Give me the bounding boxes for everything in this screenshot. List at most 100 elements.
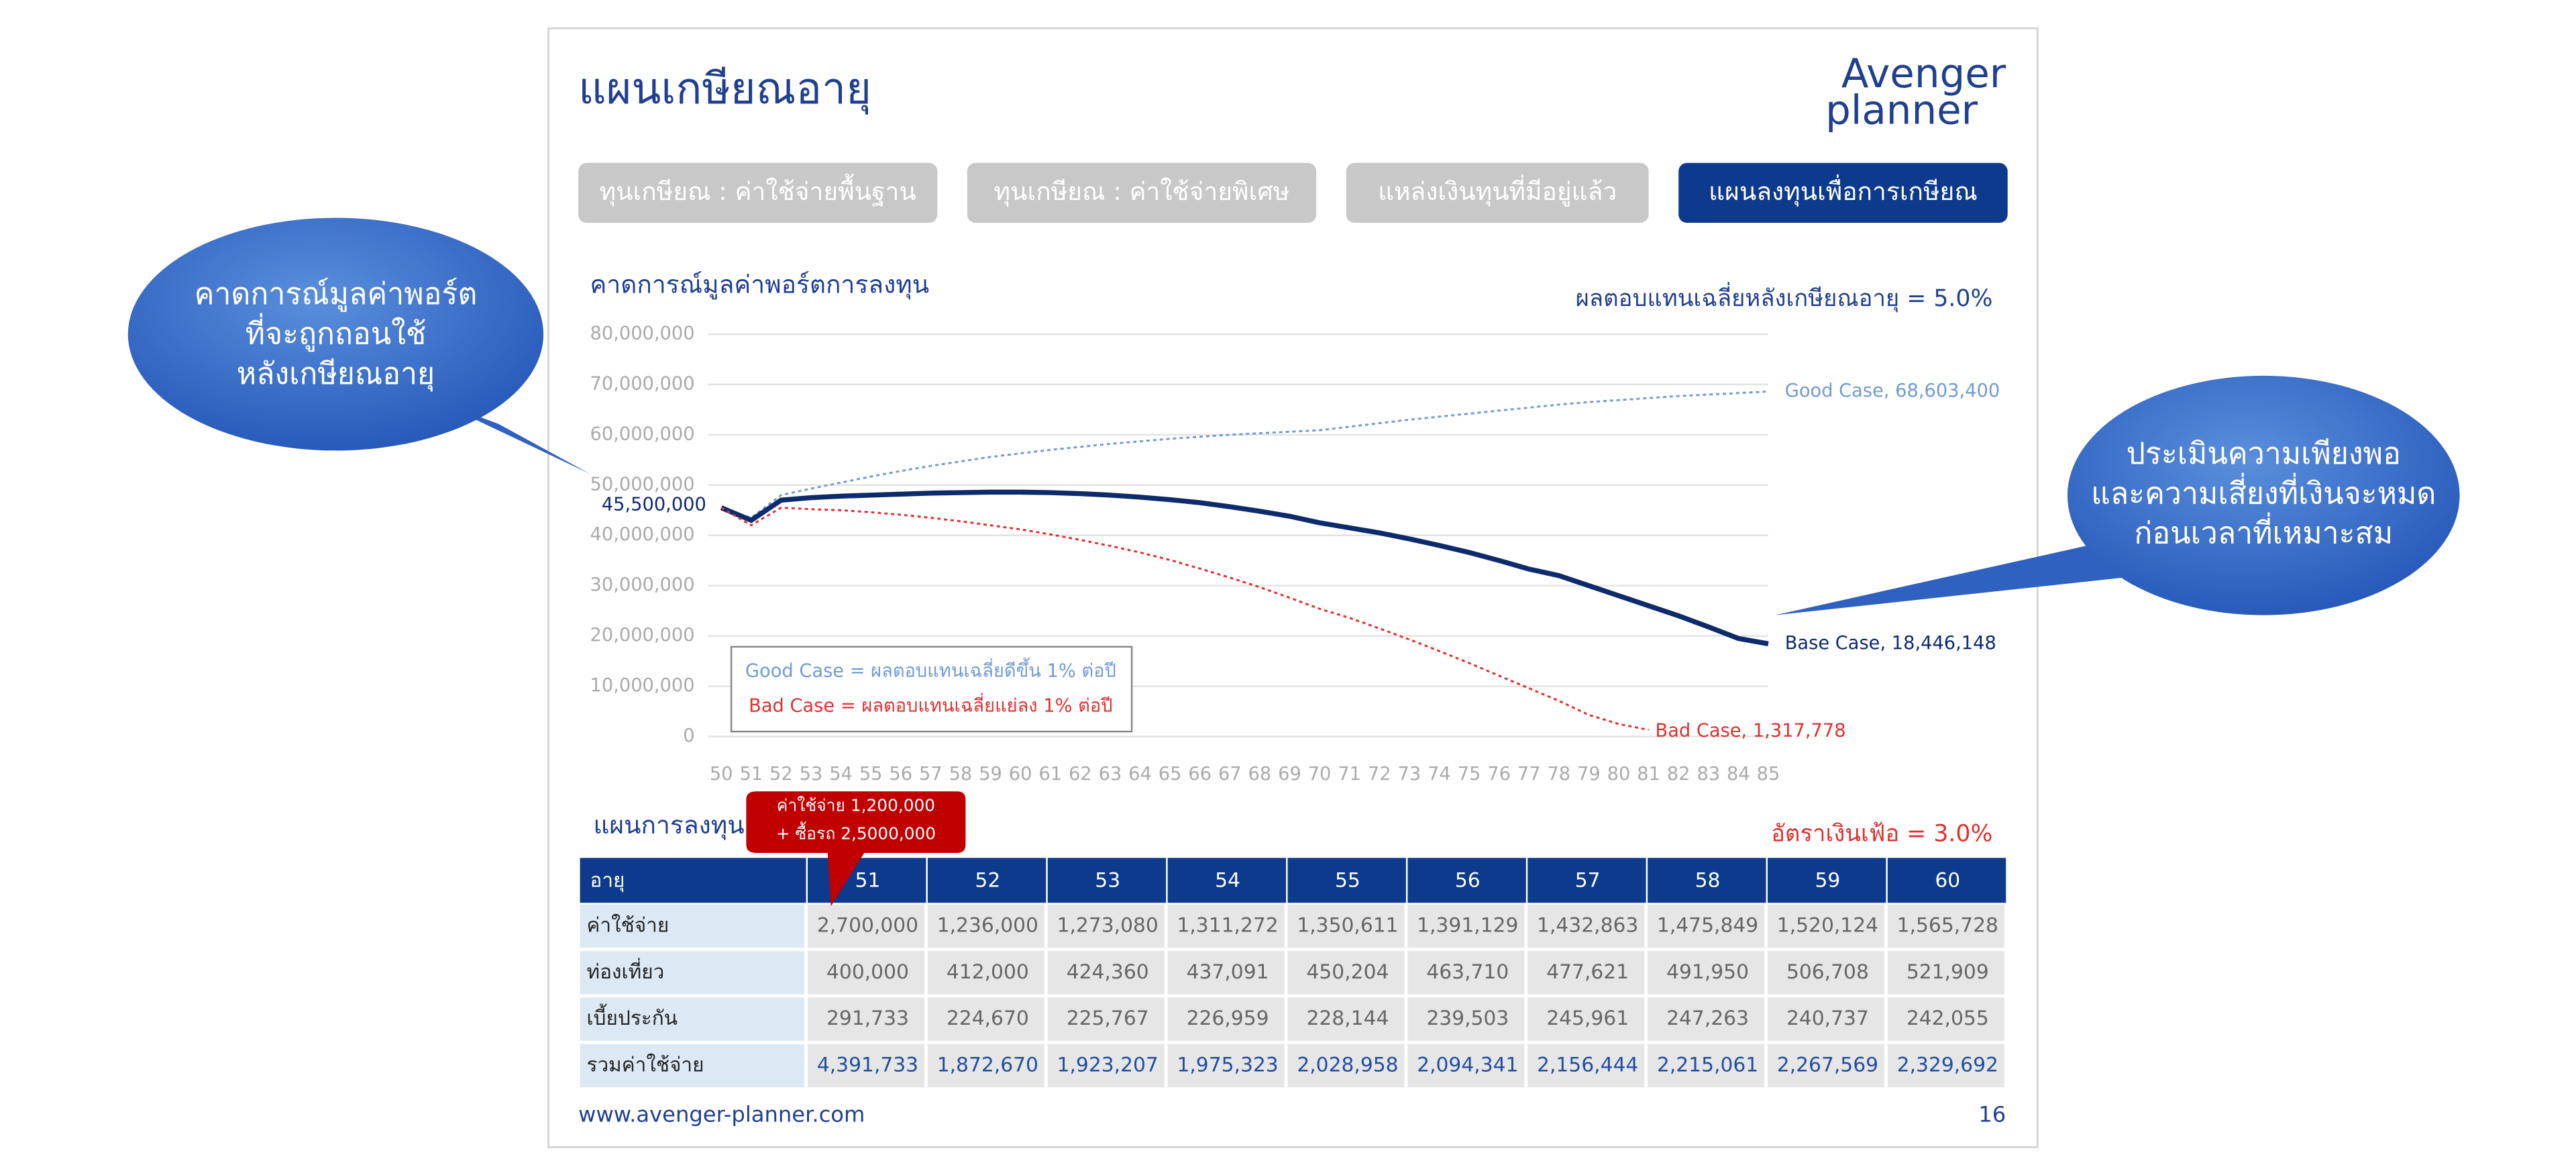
- header-cell: [927, 858, 1046, 903]
- header-cell: [1047, 858, 1167, 903]
- start-label: 45,500,000: [602, 495, 706, 515]
- cell-text: 2,700,000: [817, 913, 918, 937]
- cell: [927, 904, 1044, 948]
- x-tick-label: 72: [1368, 764, 1391, 785]
- cell: [1887, 904, 2004, 948]
- header-cell: [1887, 858, 2006, 903]
- cell: [1887, 997, 2004, 1041]
- y-tick-label: 60,000,000: [590, 423, 695, 444]
- cell: [1648, 951, 1765, 995]
- cell: [1167, 951, 1285, 995]
- x-tick-label: 75: [1458, 764, 1481, 785]
- cell: [808, 1044, 924, 1088]
- x-tick-label: 62: [1069, 764, 1092, 785]
- x-tick-label: 84: [1727, 764, 1750, 785]
- cell-text: 1,872,670: [937, 1054, 1038, 1077]
- x-tick-label: 54: [829, 764, 853, 785]
- cell: [927, 951, 1044, 995]
- end-label: Bad Case, 1,317,778: [1656, 721, 1846, 742]
- x-tick-label: 63: [1099, 764, 1122, 785]
- cell: [1527, 951, 1645, 995]
- y-tick-label: 80,000,000: [590, 323, 695, 344]
- cell: [927, 997, 1044, 1041]
- right-callout-text: ประเมินความเพียงพอ: [2127, 436, 2401, 471]
- y-tick-label: 20,000,000: [590, 625, 695, 646]
- cell: [580, 904, 805, 948]
- cell-text: 1,236,000: [937, 913, 1038, 937]
- expense-text: + ซื้อรถ 2,5000,000: [776, 822, 936, 844]
- cell-text: 225,767: [1067, 1007, 1149, 1030]
- end-label: Base Case, 18,446,148: [1785, 633, 1996, 654]
- cell: [1887, 1044, 2004, 1088]
- tab[interactable]: [1678, 162, 2008, 223]
- cell-text: 224,670: [947, 1007, 1029, 1030]
- x-tick-label: 59: [979, 764, 1002, 785]
- series-line: [720, 489, 1769, 646]
- cell: [1648, 997, 1765, 1041]
- x-tick-label: 79: [1577, 764, 1601, 785]
- header-cell: [1287, 858, 1406, 903]
- cell-text: เบี้ยประกัน: [587, 1004, 678, 1030]
- series-line: [720, 507, 1649, 731]
- logo-bottom: planner: [1825, 88, 1978, 134]
- cell: [1047, 904, 1165, 948]
- cell-text: 1,565,728: [1897, 913, 1998, 937]
- cell-text: 247,263: [1666, 1007, 1749, 1030]
- header-text: อายุ: [590, 869, 625, 893]
- x-tick-label: 57: [919, 764, 943, 785]
- x-tick-label: 67: [1218, 764, 1242, 785]
- cell: [1407, 951, 1525, 995]
- header-text: 54: [1215, 869, 1240, 893]
- cell: [1887, 951, 2004, 995]
- cell-text: 228,144: [1306, 1007, 1389, 1030]
- cell-text: 400,000: [826, 960, 909, 984]
- x-tick-label: 69: [1278, 764, 1301, 785]
- header-text: 52: [975, 869, 1000, 893]
- y-tick-label: 30,000,000: [590, 574, 695, 595]
- cell: [1287, 951, 1405, 995]
- header-cell: [1648, 858, 1766, 903]
- cell: [1648, 904, 1765, 948]
- legend-text: Bad Case = ผลตอบแทนเฉลี่ยแย่ลง 1% ต่อปี: [749, 693, 1112, 716]
- x-tick-label: 61: [1038, 764, 1062, 785]
- y-tick-label: 0: [683, 725, 694, 746]
- right-callout-tail: [1774, 540, 2161, 615]
- right-callout: [2067, 375, 2460, 615]
- cell-text: 2,028,958: [1297, 1054, 1398, 1077]
- title: แผนเกษียณอายุ: [578, 64, 871, 115]
- cell-text: 412,000: [947, 960, 1029, 984]
- chart-subtitle: ผลตอบแทนเฉลี่ยหลังเกษียณอายุ = 5.0%: [1576, 282, 1993, 312]
- x-tick-label: 64: [1128, 764, 1152, 785]
- logo-top: Avenger: [1841, 51, 2006, 97]
- x-tick-label: 60: [1009, 764, 1032, 785]
- cell: [1047, 1044, 1165, 1088]
- right-callout-text: ก่อนเวลาที่เหมาะสม: [2134, 513, 2393, 551]
- cell-text: 1,923,207: [1057, 1054, 1159, 1077]
- cell-text: 4,391,733: [817, 1054, 918, 1077]
- cell: [580, 1044, 805, 1088]
- x-tick-label: 78: [1547, 764, 1570, 785]
- x-tick-label: 50: [710, 764, 733, 785]
- header-text: 51: [855, 869, 881, 893]
- x-tick-label: 81: [1637, 764, 1660, 785]
- cell: [1167, 1044, 1285, 1088]
- tab[interactable]: [578, 162, 938, 223]
- tab[interactable]: [1346, 162, 1649, 223]
- tab[interactable]: [967, 162, 1317, 223]
- y-tick-label: 10,000,000: [590, 675, 695, 696]
- cell-text: 240,737: [1786, 1007, 1869, 1030]
- cell-text: 2,156,444: [1537, 1054, 1638, 1077]
- cell-text: ท่องเที่ยว: [587, 958, 665, 984]
- x-tick-label: 82: [1667, 764, 1690, 785]
- cell: [1167, 997, 1285, 1041]
- cell-text: 450,204: [1306, 960, 1389, 984]
- cell-text: 1,520,124: [1777, 913, 1878, 937]
- left-callout-text: คาดการณ์มูลค่าพอร์ต: [195, 276, 478, 312]
- x-tick-label: 65: [1159, 764, 1182, 785]
- cell: [1527, 904, 1645, 948]
- cell-text: 1,475,849: [1657, 913, 1758, 937]
- cell-text: 2,329,692: [1897, 1054, 1998, 1077]
- cell-text: 242,055: [1907, 1007, 1989, 1030]
